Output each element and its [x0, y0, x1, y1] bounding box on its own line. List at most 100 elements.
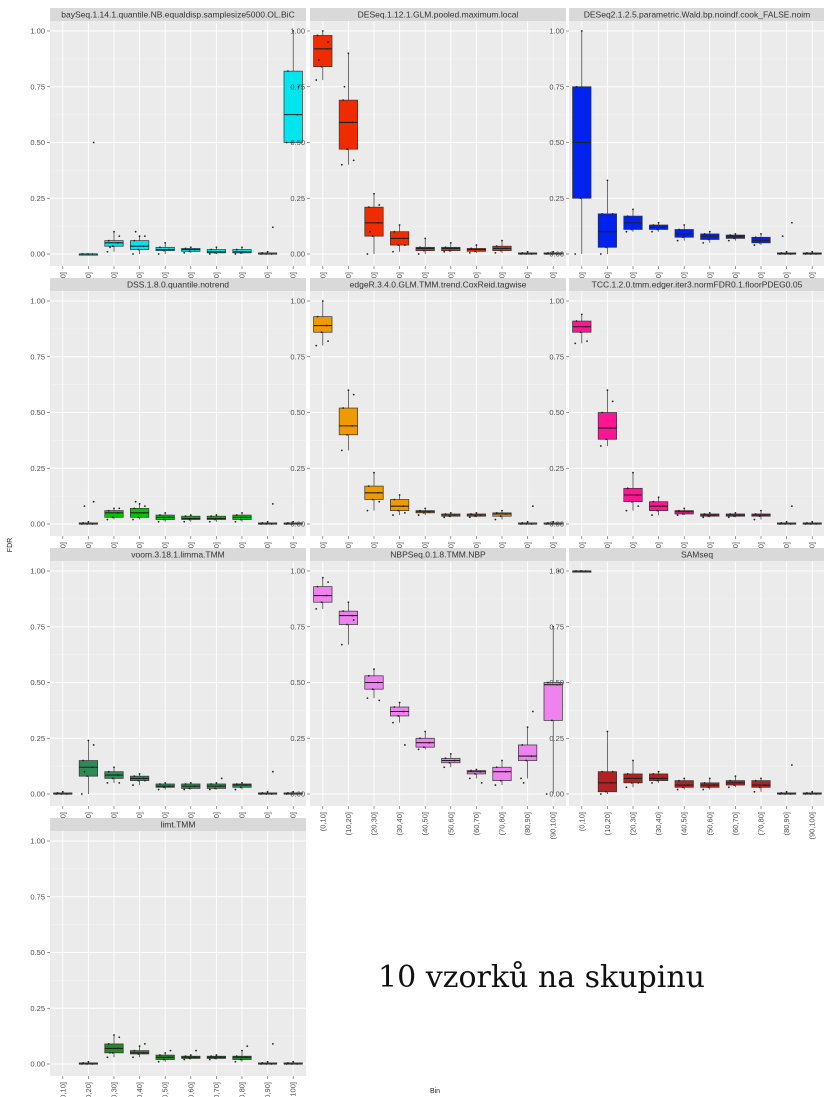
data-point — [371, 235, 374, 238]
data-point — [610, 230, 613, 233]
data-point — [189, 781, 192, 784]
data-point — [342, 407, 345, 409]
data-point — [625, 509, 628, 512]
data-point — [809, 253, 812, 255]
x-tick-label: (90,100] — [289, 1082, 298, 1097]
data-point — [681, 513, 684, 515]
data-point — [132, 784, 134, 786]
data-point — [727, 516, 730, 519]
data-point — [118, 1036, 121, 1039]
data-point — [428, 510, 431, 513]
data-point — [530, 755, 533, 757]
data-point — [403, 744, 406, 746]
data-point — [377, 681, 379, 684]
x-tick-label: (60,70] — [472, 812, 481, 835]
y-tick-label: 0.00 — [30, 250, 45, 259]
data-point — [636, 777, 638, 780]
data-point — [143, 505, 146, 508]
data-point — [448, 515, 451, 518]
data-point — [193, 1056, 196, 1059]
y-tick-label: 0.00 — [549, 250, 564, 259]
data-point — [241, 246, 243, 249]
data-point — [632, 208, 634, 211]
data-point — [392, 721, 394, 724]
y-tick-label: 0.75 — [30, 352, 45, 361]
data-point — [260, 1063, 262, 1065]
data-point — [137, 1053, 140, 1055]
data-point — [113, 766, 115, 769]
data-point — [393, 706, 396, 708]
box — [700, 233, 720, 240]
data-point — [764, 784, 766, 786]
data-point — [261, 791, 264, 794]
data-point — [234, 1060, 237, 1063]
data-point — [550, 719, 553, 722]
facet-panel: SAMseq 0.00 0.25 0.50 0.75 1.00 (0,10] (10,20] (… — [549, 548, 824, 840]
x-tick-label: (20,30] — [110, 1082, 119, 1097]
data-point — [270, 793, 273, 795]
y-tick-label: 0.75 — [549, 82, 564, 91]
data-point — [164, 781, 167, 784]
y-tick-label: 0.50 — [290, 408, 305, 417]
data-point — [290, 523, 293, 525]
data-point — [142, 1051, 145, 1054]
plot-background — [50, 291, 306, 536]
facet-strip — [50, 278, 306, 291]
data-point — [342, 99, 345, 102]
data-point — [132, 518, 134, 521]
data-point — [111, 245, 114, 248]
data-point — [164, 511, 167, 514]
box — [78, 760, 98, 777]
data-point — [285, 523, 288, 525]
data-point — [556, 253, 559, 255]
data-point — [779, 793, 781, 795]
box — [543, 682, 563, 721]
data-point — [325, 594, 328, 597]
facet-panel: DESeq.1.12.1.GLM.pooled.maximum.local 0.0… — [290, 8, 566, 300]
data-point — [168, 248, 171, 251]
data-point — [377, 221, 379, 224]
data-point — [132, 253, 134, 255]
data-point — [764, 239, 766, 242]
data-point — [157, 1060, 160, 1063]
data-point — [550, 253, 553, 255]
data-point — [188, 518, 191, 521]
y-tick-label: 0.75 — [549, 352, 564, 361]
y-tick-label: 1.00 — [290, 297, 305, 306]
data-point — [271, 1043, 274, 1045]
x-tick-label: (20,30] — [370, 812, 379, 835]
data-point — [636, 494, 638, 496]
data-point — [625, 230, 628, 233]
y-tick-label: 1.00 — [30, 837, 45, 846]
x-tick-label: (90,100] — [549, 812, 558, 840]
data-point — [632, 759, 634, 762]
data-point — [525, 253, 528, 255]
data-point — [758, 515, 761, 518]
data-point — [661, 777, 664, 780]
data-point — [340, 643, 343, 646]
data-point — [422, 511, 425, 514]
x-tick-label: (30,40] — [654, 812, 663, 835]
x-tick-label: (0,10] — [318, 812, 327, 831]
box — [674, 229, 694, 238]
data-point — [520, 777, 522, 780]
data-point — [449, 241, 452, 244]
data-point — [159, 246, 161, 249]
box — [751, 236, 771, 244]
data-point — [235, 1055, 238, 1058]
data-point — [168, 516, 171, 519]
data-point — [366, 509, 369, 512]
data-point — [708, 230, 711, 233]
data-point — [479, 514, 482, 516]
data-point — [784, 253, 787, 255]
data-point — [159, 514, 161, 516]
x-tick-label: (40,50] — [161, 1082, 170, 1097]
data-point — [189, 514, 192, 516]
data-point — [703, 781, 706, 784]
data-point — [292, 520, 295, 523]
data-point — [241, 1049, 243, 1052]
data-point — [317, 59, 320, 61]
data-point — [494, 518, 497, 521]
data-point — [402, 237, 405, 240]
data-point — [681, 236, 684, 239]
